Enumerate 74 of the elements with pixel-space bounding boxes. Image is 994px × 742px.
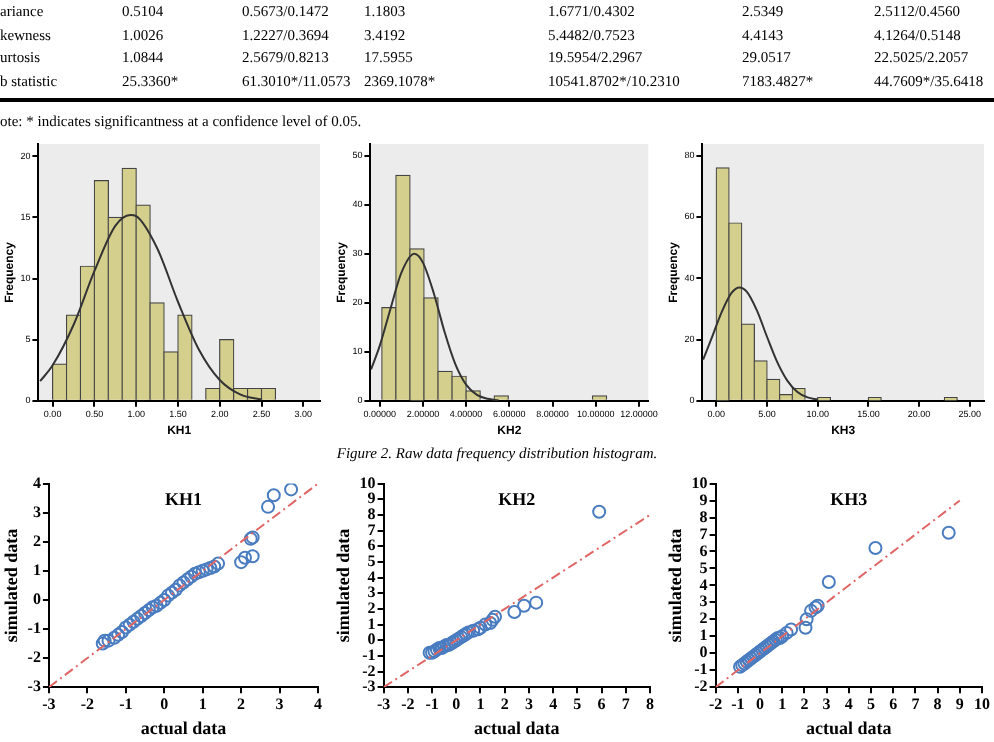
y-tick-label: 2 [367, 599, 376, 618]
x-tick-label: 7 [911, 694, 920, 713]
y-tick-label: 5 [367, 552, 376, 571]
y-tick-label: 0 [699, 643, 708, 662]
y-tick-label: -1 [694, 660, 708, 679]
x-tick-label: 4 [314, 694, 322, 713]
y-tick-label: -2 [694, 677, 708, 696]
y-axis-title: simulated data [665, 527, 686, 643]
x-tick-label: -1 [425, 694, 439, 713]
y-tick-label: 6 [367, 536, 376, 555]
y-tick-label: 1 [32, 560, 41, 579]
y-tick-label: 9 [367, 489, 376, 508]
y-tick-label: 3 [32, 502, 41, 521]
y-tick-label: 4 [699, 575, 708, 594]
x-tick-label: 3 [822, 694, 831, 713]
x-tick-label: 1 [476, 694, 485, 713]
y-tick-label: 3 [367, 583, 376, 602]
x-tick-label: 2 [500, 694, 509, 713]
x-axis-title: actual data [140, 717, 228, 738]
y-tick-label: -1 [362, 646, 376, 664]
x-tick-label: 8 [933, 694, 942, 713]
x-tick-label: 5 [867, 694, 875, 713]
x-tick-label: 3 [524, 694, 533, 713]
y-tick-label: 8 [699, 507, 708, 526]
x-tick-label: 8 [646, 694, 654, 713]
x-tick-label: 4 [549, 694, 558, 713]
x-tick-label: 1 [778, 694, 787, 713]
y-tick-label: 7 [699, 524, 708, 543]
chart-title: KH2 [498, 489, 537, 510]
y-tick-label: 3 [699, 592, 708, 611]
y-tick-label: 6 [699, 541, 708, 560]
x-tick-label: 0 [160, 694, 169, 713]
x-tick-label: 4 [844, 694, 853, 713]
x-tick-label: 1 [198, 694, 207, 713]
x-tick-label: 5 [573, 694, 582, 713]
y-tick-label: 10 [359, 473, 376, 492]
x-tick-label: 2 [237, 694, 246, 713]
x-tick-label: 6 [889, 694, 898, 713]
y-tick-label: 8 [367, 505, 376, 524]
x-axis-title: actual data [806, 717, 893, 738]
y-tick-label: 9 [699, 490, 708, 509]
x-tick-label: 10 [974, 694, 990, 713]
y-tick-label: 7 [367, 520, 376, 539]
y-tick-label: 5 [699, 558, 708, 577]
x-tick-label: 3 [275, 694, 284, 713]
x-tick-label: -1 [731, 694, 745, 713]
chart-title: KH1 [164, 489, 203, 510]
y-tick-label: 0 [367, 630, 376, 649]
y-tick-label: 2 [699, 609, 708, 628]
y-tick-label: 4 [32, 473, 41, 492]
x-axis-title: actual data [474, 717, 561, 738]
x-tick-label: 0 [452, 694, 461, 713]
x-tick-label: -1 [119, 694, 133, 713]
y-tick-label: 2 [32, 531, 41, 550]
y-axis-title: simulated data [333, 527, 354, 643]
y-tick-label: 10 [691, 473, 708, 492]
y-tick-label: -3 [362, 677, 376, 696]
y-tick-label: 0 [32, 590, 41, 609]
x-tick-label: 7 [621, 694, 630, 713]
x-tick-label: 6 [597, 694, 606, 713]
y-tick-label: -1 [27, 619, 41, 638]
y-tick-label: -2 [362, 661, 376, 680]
x-tick-label: 0 [756, 694, 764, 713]
y-tick-label: -2 [27, 648, 41, 667]
y-axis-title: simulated data [1, 527, 22, 643]
x-tick-label: -2 [401, 694, 415, 713]
x-tick-label: -2 [80, 694, 95, 713]
chart-title: KH3 [830, 489, 869, 510]
x-tick-label: 9 [955, 694, 964, 713]
x-tick-label: 2 [800, 694, 809, 713]
y-tick-label: 1 [699, 626, 708, 645]
y-tick-label: -3 [27, 677, 41, 696]
y-tick-label: 4 [367, 567, 376, 586]
y-tick-label: 1 [367, 614, 376, 633]
